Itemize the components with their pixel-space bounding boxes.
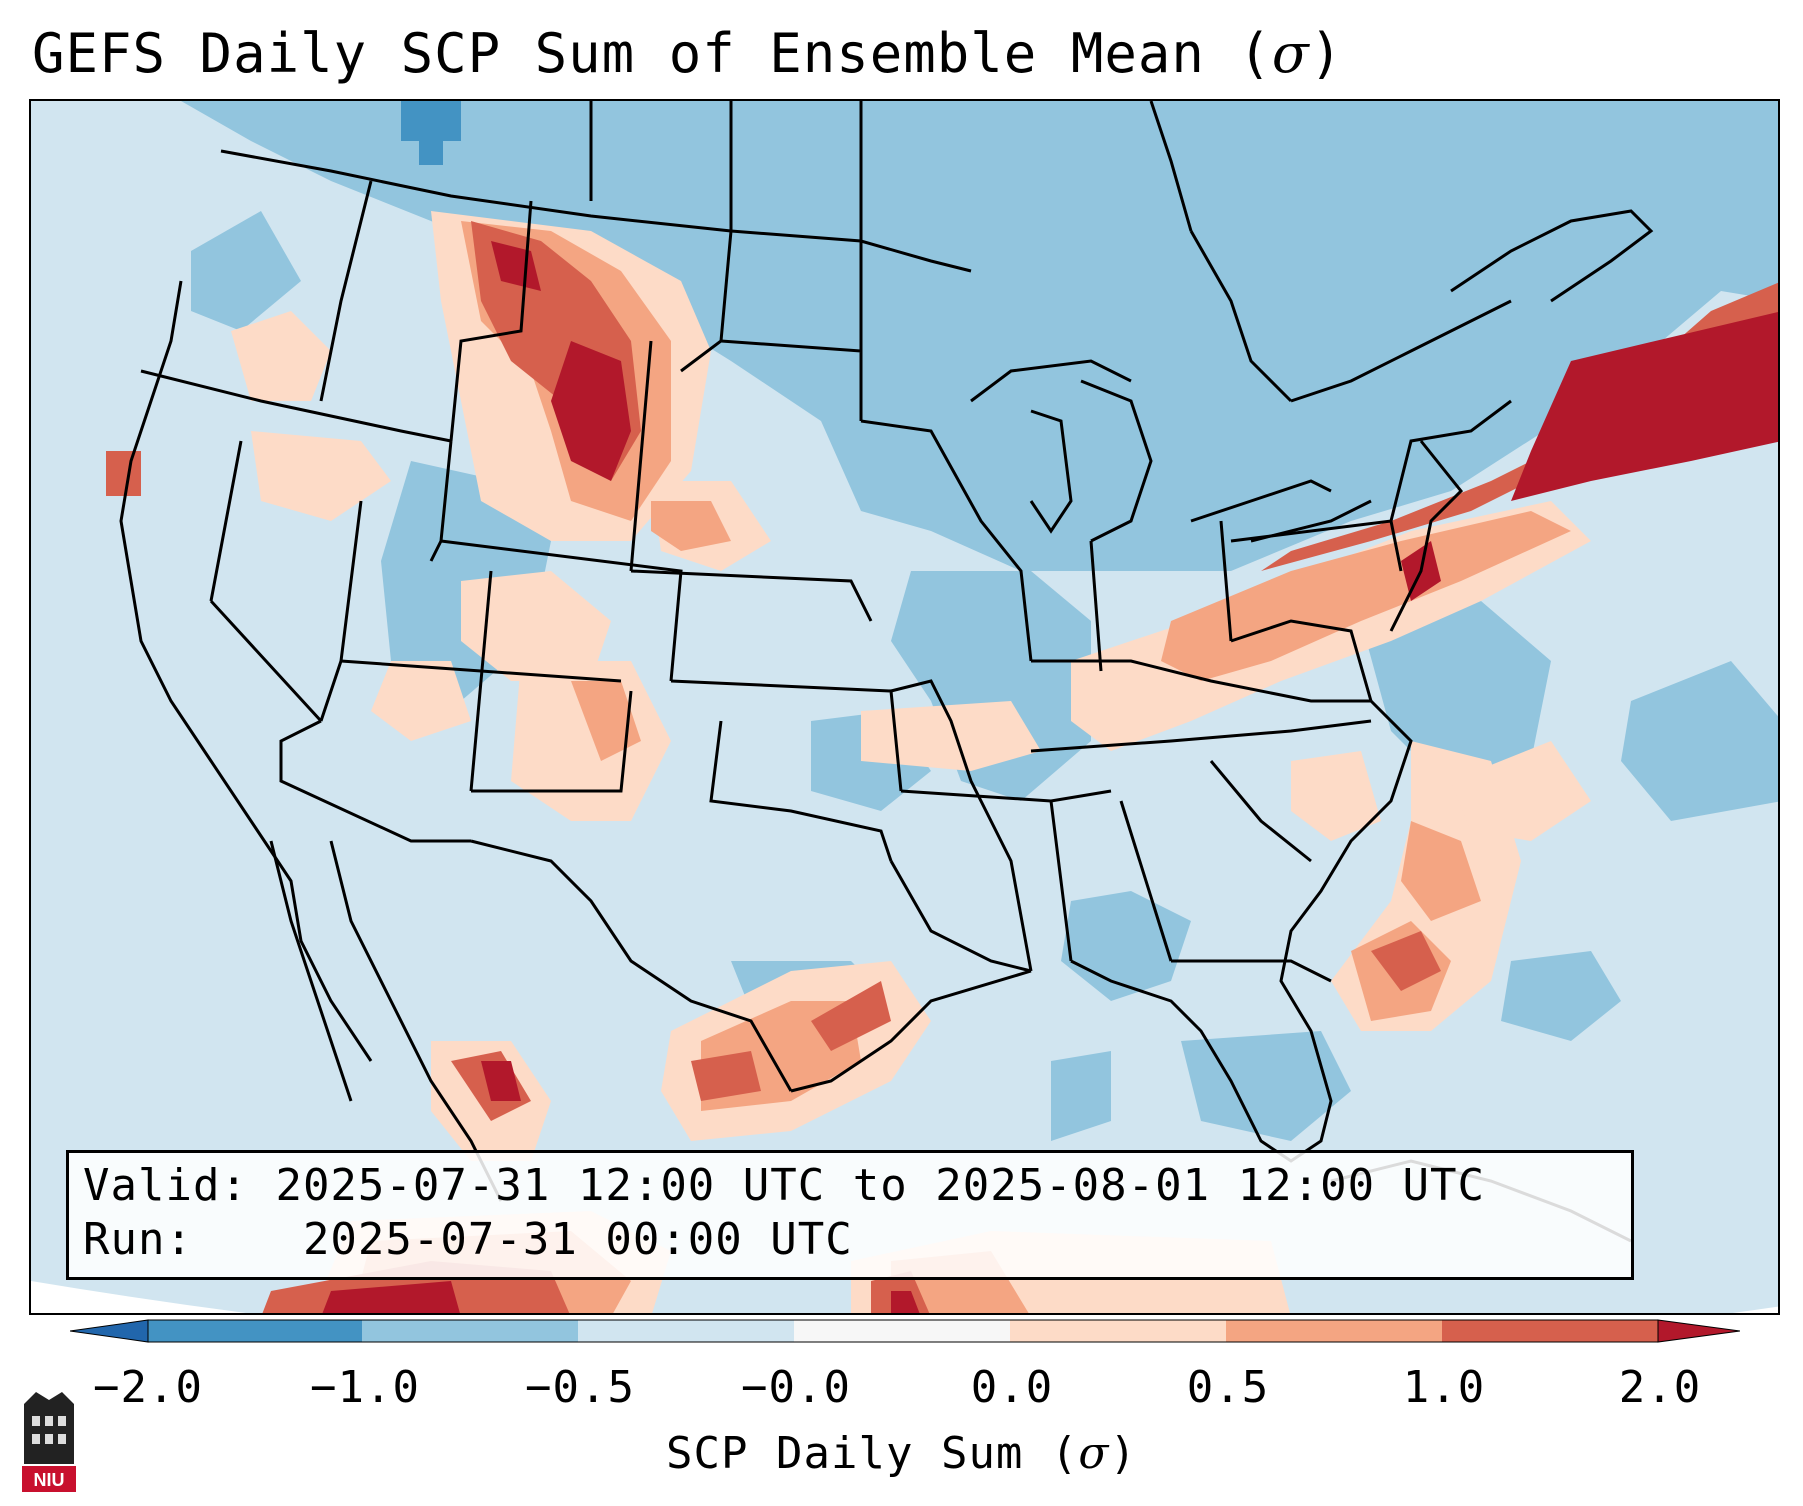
colorbar-tick: −2.0 bbox=[93, 1362, 203, 1413]
map-title: GEFS Daily SCP Sum of Ensemble Mean (σ) bbox=[32, 22, 1344, 85]
scp-anomaly-map bbox=[31, 101, 1778, 1313]
run-time: 2025-07-31 00:00 UTC bbox=[302, 1214, 853, 1265]
colorbar-under-arrow bbox=[70, 1319, 149, 1343]
validity-info-box: Valid: 2025-07-31 12:00 UTC to 2025-08-0… bbox=[66, 1150, 1634, 1280]
map-panel[interactable] bbox=[29, 99, 1780, 1315]
colorbar-over-arrow bbox=[1657, 1319, 1740, 1343]
valid-label: Valid: bbox=[83, 1160, 248, 1211]
colorbar-tick: −0.5 bbox=[525, 1362, 635, 1413]
strong-negative-spots bbox=[401, 101, 461, 165]
colorbar-segment-1 bbox=[148, 1320, 362, 1342]
run-label: Run: bbox=[83, 1214, 193, 1265]
colorbar-tick: −1.0 bbox=[310, 1362, 420, 1413]
colorbar-tick: 1.0 bbox=[1402, 1362, 1486, 1413]
niu-logo-icon: NIU bbox=[22, 1392, 76, 1492]
colorbar-segment-4 bbox=[794, 1320, 1010, 1342]
extreme-positive-regions bbox=[322, 241, 1778, 1313]
colorbar-tick-labels: −2.0 −1.0 −0.5 −0.0 0.0 0.5 1.0 2.0 bbox=[0, 1362, 1803, 1422]
colorbar bbox=[70, 1319, 1740, 1343]
colorbar-tick: 0.5 bbox=[1186, 1362, 1270, 1413]
colorbar-tick: −0.0 bbox=[741, 1362, 851, 1413]
colorbar-tick: 0.0 bbox=[970, 1362, 1054, 1413]
colorbar-segment-6 bbox=[1226, 1320, 1442, 1342]
colorbar-tick: 2.0 bbox=[1618, 1362, 1702, 1413]
valid-time-range: 2025-07-31 12:00 UTC to 2025-08-01 12:00… bbox=[275, 1160, 1486, 1211]
colorbar-segment-3 bbox=[578, 1320, 794, 1342]
colorbar-label: SCP Daily Sum (σ) bbox=[666, 1428, 1137, 1479]
colorbar-segment-7 bbox=[1442, 1320, 1658, 1342]
colorbar-segment-5 bbox=[1010, 1320, 1226, 1342]
svg-text:NIU: NIU bbox=[34, 1470, 65, 1490]
colorbar-segment-2 bbox=[362, 1320, 578, 1342]
